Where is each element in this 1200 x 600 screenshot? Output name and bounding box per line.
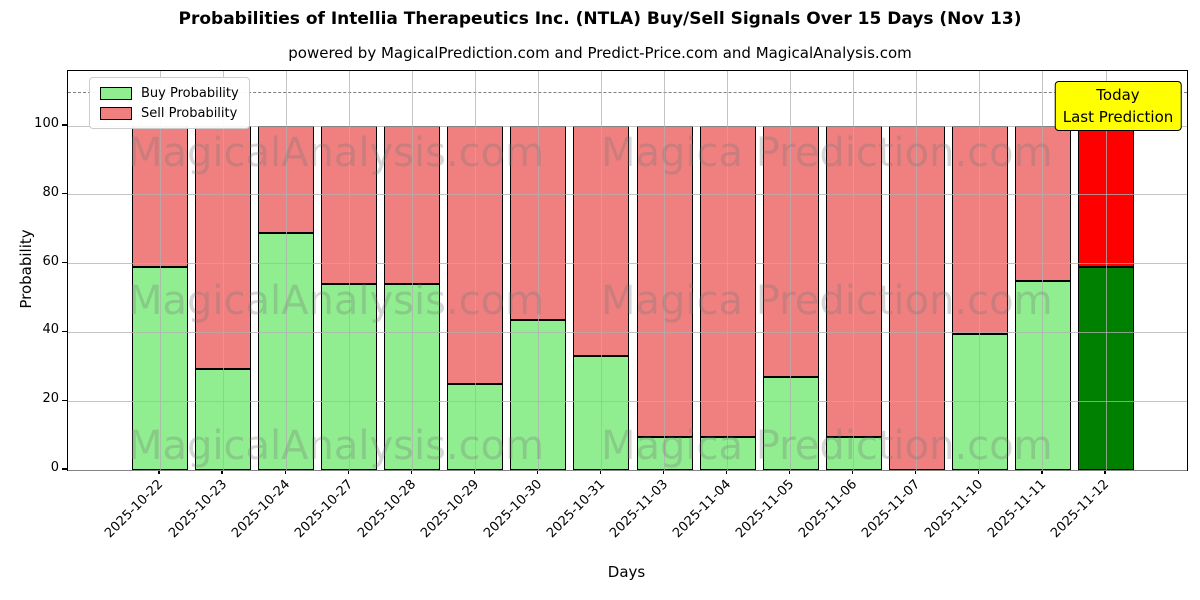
h-gridline	[68, 331, 1187, 333]
x-tick-label-text: 2025-11-10	[922, 477, 987, 542]
v-gridline	[664, 71, 666, 470]
legend-label-buy: Buy Probability	[141, 85, 239, 101]
legend: Buy Probability Sell Probability	[89, 77, 250, 129]
x-tick-label-text: 2025-10-29	[417, 477, 482, 542]
y-tick-mark	[62, 330, 67, 332]
x-tick-mark	[978, 469, 980, 474]
x-tick-mark	[915, 469, 917, 474]
watermark-text: Magica Prediction.com	[601, 130, 1053, 176]
y-tick-label: 80	[42, 184, 59, 200]
today-annotation-line2: Last Prediction	[1062, 108, 1174, 126]
watermark-text: MagicalAnalysis.com	[128, 423, 545, 469]
v-gridline	[790, 71, 792, 470]
x-tick-mark	[410, 469, 412, 474]
today-annotation: Today Last Prediction	[1054, 81, 1182, 131]
legend-item-buy: Buy Probability	[100, 83, 239, 103]
v-gridline	[222, 71, 224, 470]
x-tick-label-text: 2025-10-23	[165, 477, 230, 542]
x-tick-label-text: 2025-10-30	[480, 477, 546, 542]
y-tick-label: 60	[42, 253, 59, 269]
x-tick-mark	[726, 469, 728, 474]
x-tick-mark	[536, 469, 538, 474]
y-tick-mark	[62, 399, 67, 401]
h-gridline	[68, 125, 1187, 127]
x-tick-mark	[789, 469, 791, 474]
v-gridline	[727, 71, 729, 470]
legend-label-sell: Sell Probability	[141, 105, 238, 121]
chart-subtitle: powered by MagicalPrediction.com and Pre…	[288, 44, 912, 62]
x-axis-title: Days	[607, 563, 646, 581]
x-tick-label-text: 2025-11-07	[859, 477, 924, 542]
x-tick-label-text: 2025-10-31	[544, 477, 609, 542]
x-tick-mark	[473, 469, 475, 474]
x-tick-mark	[221, 469, 223, 474]
watermark-text: Magica Prediction.com	[601, 278, 1053, 324]
y-tick-label: 100	[34, 116, 59, 132]
y-tick-label: 20	[42, 391, 59, 407]
y-tick-label: 0	[50, 460, 59, 475]
x-tick-mark	[347, 469, 349, 474]
x-tick-mark	[599, 469, 602, 474]
watermark-text: Magica Prediction.com	[601, 423, 1053, 469]
x-tick-label-text: 2025-10-22	[102, 477, 167, 542]
y-tick-label: 40	[42, 322, 59, 338]
v-gridline	[1042, 71, 1044, 470]
v-gridline	[979, 71, 981, 470]
x-tick-mark	[1104, 469, 1106, 474]
watermark-text: MagicalAnalysis.com	[128, 130, 545, 176]
x-tick-label-text: 2025-11-06	[796, 477, 861, 542]
x-tick-label-text: 2025-11-03	[607, 477, 672, 542]
buy-color-swatch	[100, 86, 132, 100]
x-tick-mark	[852, 469, 854, 474]
x-tick-label-text: 2025-10-24	[228, 477, 293, 542]
v-gridline	[853, 71, 855, 470]
v-gridline	[348, 71, 350, 470]
x-tick-label-text: 2025-10-27	[291, 477, 356, 542]
x-tick-label-text: 2025-11-11	[985, 477, 1050, 542]
v-gridline	[916, 71, 918, 470]
today-annotation-line1: Today	[1096, 86, 1140, 104]
dashed-threshold-line	[68, 91, 1187, 93]
v-gridline	[1105, 71, 1107, 470]
watermark-text: MagicalAnalysis.com	[128, 278, 545, 324]
x-tick-label-text: 2025-11-04	[670, 477, 735, 542]
h-gridline	[68, 400, 1187, 402]
v-gridline	[600, 71, 602, 470]
sell-color-swatch	[100, 106, 132, 120]
y-axis-title: Probability	[17, 229, 35, 309]
chart-title: Probabilities of Intellia Therapeutics I…	[178, 9, 1022, 29]
x-tick-mark	[284, 469, 286, 474]
v-gridline	[159, 71, 161, 470]
y-tick-mark	[62, 193, 67, 195]
x-tick-label-text: 2025-10-28	[354, 477, 419, 542]
v-gridline	[474, 71, 476, 470]
h-gridline	[68, 194, 1187, 196]
x-tick-mark	[158, 469, 160, 474]
plot-area: Buy Probability Sell Probability Today L…	[67, 70, 1188, 471]
y-tick-mark	[62, 124, 67, 126]
y-tick-mark	[62, 262, 67, 264]
x-tick-label-text: 2025-11-12	[1048, 477, 1113, 542]
legend-item-sell: Sell Probability	[100, 103, 239, 123]
v-gridline	[411, 71, 413, 470]
h-gridline	[68, 469, 1187, 471]
h-gridline	[68, 263, 1187, 265]
y-tick-mark	[62, 468, 67, 470]
v-gridline	[285, 71, 287, 470]
x-tick-label-text: 2025-11-05	[733, 477, 798, 542]
v-gridline	[537, 71, 539, 470]
x-tick-mark	[1041, 469, 1043, 474]
x-tick-mark	[662, 469, 665, 474]
